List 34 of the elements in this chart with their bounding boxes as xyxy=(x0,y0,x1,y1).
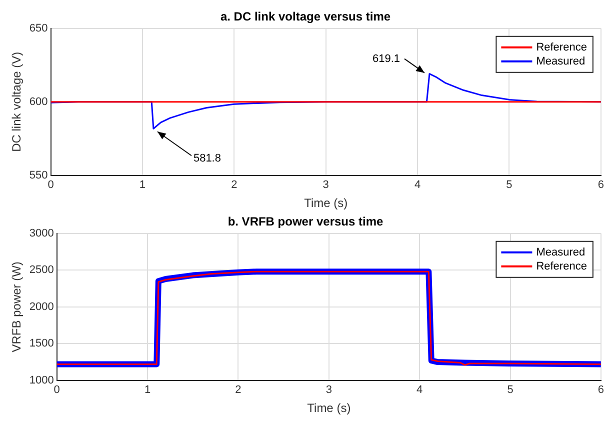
annotation: 619.1 xyxy=(372,52,400,65)
y-tick-label: 550 xyxy=(29,169,48,182)
x-tick-label: 1 xyxy=(139,179,146,192)
legend-label: Reference xyxy=(536,41,587,54)
x-tick-label: 1 xyxy=(144,384,151,396)
legend-label: Measured xyxy=(536,55,586,68)
y-tick-label: 2500 xyxy=(29,264,54,276)
y-tick-label: 600 xyxy=(29,96,48,108)
x-axis-title: Time (s) xyxy=(307,401,351,416)
x-tick-label: 5 xyxy=(507,384,514,396)
y-tick-label: 650 xyxy=(29,22,48,34)
y-axis-title: DC link voltage (V) xyxy=(10,52,24,152)
annotation: 581.8 xyxy=(193,152,221,165)
x-tick-label: 4 xyxy=(414,179,421,192)
y-tick-label: 1000 xyxy=(29,374,54,386)
x-tick-label: 4 xyxy=(416,384,423,396)
chart-title: b. VRFB power versus time xyxy=(228,214,384,229)
x-tick-label: 0 xyxy=(48,179,54,192)
x-tick-label: 0 xyxy=(54,384,60,396)
x-tick-label: 5 xyxy=(506,179,512,192)
chart-title: a. DC link voltage versus time xyxy=(220,10,391,24)
legend-label: Reference xyxy=(536,260,587,272)
x-tick-label: 2 xyxy=(235,384,242,396)
y-axis-title: VRFB power (W) xyxy=(10,262,24,352)
y-tick-label: 1500 xyxy=(29,338,54,350)
x-tick-label: 6 xyxy=(598,384,604,396)
x-tick-label: 6 xyxy=(598,179,604,192)
x-tick-label: 2 xyxy=(231,179,238,192)
y-tick-label: 2000 xyxy=(29,300,54,313)
x-tick-label: 3 xyxy=(322,179,329,192)
y-tick-label: 3000 xyxy=(29,227,54,240)
x-tick-label: 3 xyxy=(326,384,332,396)
x-axis-title: Time (s) xyxy=(304,196,348,210)
legend-label: Measured xyxy=(536,246,586,258)
